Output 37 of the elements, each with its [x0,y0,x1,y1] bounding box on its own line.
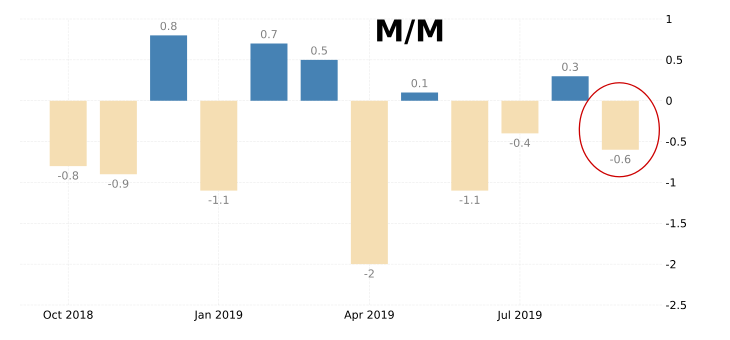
x-tick-label: Jan 2019 [194,310,242,321]
data-label: -1.1 [460,196,480,204]
y-tick-label: 0.5 [666,56,682,64]
data-label: 0.7 [260,30,277,38]
x-tick-label: Apr 2019 [344,310,394,321]
y-tick-label: -1 [666,178,676,186]
bar [50,100,87,166]
y-tick-label: -0.5 [666,137,686,146]
data-label: -0.4 [510,138,530,147]
data-label: 0.3 [562,62,578,71]
data-label: -2 [364,269,374,278]
y-tick-label: -2 [666,260,676,268]
y-tick-label: -2.5 [666,300,686,310]
y-tick-label: 0 [666,96,672,105]
bar [200,100,238,191]
y-tick-label: 1 [666,14,672,24]
data-label: -1.1 [208,196,228,204]
data-label: -0.8 [58,171,78,180]
x-tick-label: Oct 2018 [44,310,93,319]
bar [100,100,137,174]
bar [350,100,388,264]
data-label: -0.9 [108,179,128,188]
bar [451,100,488,191]
y-tick-label: -1.5 [666,219,686,228]
data-label: 0.5 [311,46,327,55]
data-label: -0.6 [610,154,630,164]
bar [501,100,538,134]
x-tick-label: Jul 2019 [497,310,542,322]
data-label: 0.8 [160,22,177,30]
chart-title: M/M [377,20,442,44]
bar [150,35,188,101]
bar [250,44,288,101]
bar [300,60,338,101]
bar [401,92,438,101]
bar [602,100,639,150]
bar [552,76,589,101]
data-label: 0.1 [412,79,428,88]
